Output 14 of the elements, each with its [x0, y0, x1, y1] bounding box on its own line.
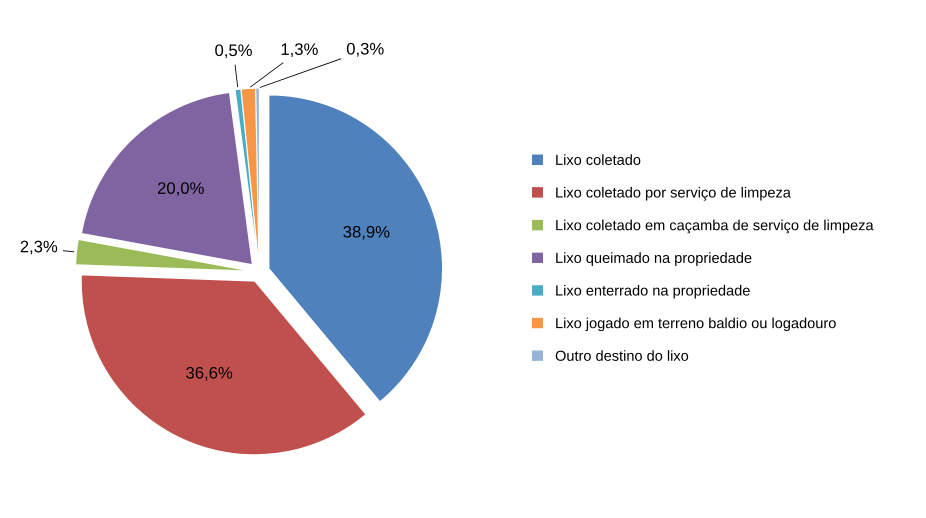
data-label: 0,5% [215, 44, 252, 58]
data-label: 20,0% [158, 182, 204, 196]
legend-label: Lixo jogado em terreno baldio ou logadouro [556, 318, 836, 332]
legend-label: Lixo coletado em caçamba de serviço de limpeza [556, 220, 874, 234]
data-label: 0,3% [346, 42, 384, 57]
legend-label: Lixo queimado na propriedade [556, 252, 752, 266]
data-label: 1,3% [282, 43, 318, 58]
data-label: 36,6% [186, 366, 232, 381]
data-label: 38,9% [343, 226, 390, 240]
data-label: 2,3% [20, 240, 58, 254]
legend-label: Lixo enterrado na propriedade [556, 284, 750, 299]
legend-label: Lixo coletado por serviço de limpeza [556, 186, 791, 201]
legend-label: Outro destino do lixo [556, 350, 688, 361]
legend-label: Lixo coletado [556, 154, 640, 165]
